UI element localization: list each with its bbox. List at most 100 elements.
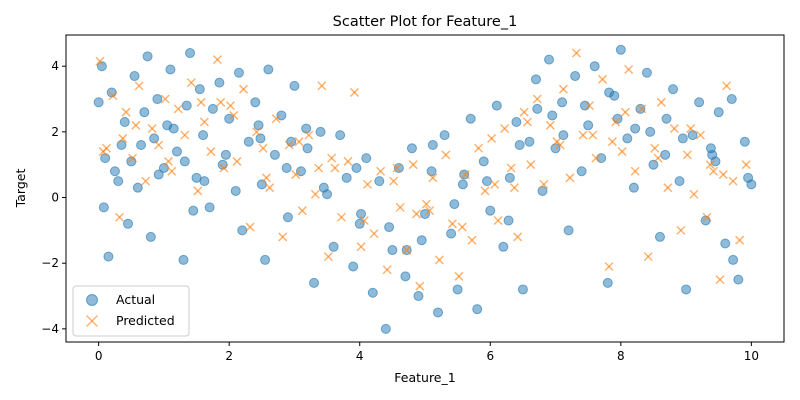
predicted-point [240,85,248,93]
predicted-point [644,253,652,261]
predicted-point [501,125,509,133]
predicted-point [351,88,359,96]
actual-point [504,216,513,225]
actual-point [580,101,589,110]
predicted-point [455,272,463,280]
actual-point [225,114,234,123]
actual-point [146,232,155,241]
actual-point [107,88,116,97]
predicted-point [716,276,724,284]
actual-point [669,85,678,94]
predicted-point [164,157,172,165]
x-tick-label: 0 [95,349,103,363]
predicted-point [416,282,424,290]
actual-point [104,252,113,261]
actual-point [375,177,384,186]
actual-point [381,324,390,333]
x-tick-label: 10 [744,349,759,363]
actual-point [678,134,687,143]
predicted-point [520,108,528,116]
actual-point [282,163,291,172]
actual-point [385,223,394,232]
actual-point [110,167,119,176]
actual-point [303,144,312,153]
actual-point [458,180,467,189]
actual-point [518,285,527,294]
predicted-point [213,56,221,64]
predicted-point [377,167,385,175]
predicted-point [507,164,515,172]
actual-point [577,167,586,176]
actual-point [200,177,209,186]
actual-point [695,98,704,107]
actual-point [675,177,684,186]
actual-point [711,157,720,166]
predicted-point [266,184,274,192]
actual-point [153,95,162,104]
actual-point [329,242,338,251]
actual-point [261,255,270,264]
predicted-point [523,118,531,126]
actual-point [473,305,482,314]
actual-point [646,127,655,136]
actual-point [603,278,612,287]
predicted-point [197,98,205,106]
predicted-point [599,75,607,83]
predicted-point [559,85,567,93]
predicted-point [677,226,685,234]
actual-point [143,52,152,61]
x-axis-label: Feature_1 [394,370,455,385]
actual-point [218,160,227,169]
actual-point [434,308,443,317]
actual-point [270,150,279,159]
predicted-point [161,95,169,103]
predicted-point [122,108,130,116]
actual-point [127,157,136,166]
predicted-point [409,161,417,169]
actual-point [166,65,175,74]
legend-actual-marker-icon [87,295,98,306]
predicted-point [370,230,378,238]
predicted-point [608,138,616,146]
actual-point [283,213,292,222]
predicted-point [448,220,456,228]
actual-point [417,236,426,245]
actual-point [238,226,247,235]
legend: Actual Predicted [73,286,189,336]
actual-point [512,118,521,127]
actual-point [355,219,364,228]
predicted-point [318,82,326,90]
actual-point [414,292,423,301]
actual-point [499,242,508,251]
actual-point [636,104,645,113]
actual-point [264,65,273,74]
actual-point [349,262,358,271]
actual-point [319,183,328,192]
actual-point [605,88,614,97]
actual-point [682,285,691,294]
actual-point [590,62,599,71]
y-axis-label: Target [13,169,28,209]
predicted-point [719,171,727,179]
actual-point [169,124,178,133]
actual-point [706,144,715,153]
predicted-point [618,148,626,156]
predicted-point [690,190,698,198]
actual-point [179,255,188,264]
predicted-point [572,49,580,57]
predicted-point [295,138,303,146]
actual-point [558,98,567,107]
actual-point [545,55,554,64]
predicted-point [723,82,731,90]
actual-point [729,255,738,264]
predicted-point [657,98,665,106]
actual-point [368,288,377,297]
predicted-point [142,177,150,185]
predicted-point [651,144,659,152]
actual-point [394,163,403,172]
predicted-point [116,213,124,221]
predicted-point [383,266,391,274]
predicted-point [413,210,421,218]
actual-point [251,98,260,107]
actual-point [208,104,217,113]
